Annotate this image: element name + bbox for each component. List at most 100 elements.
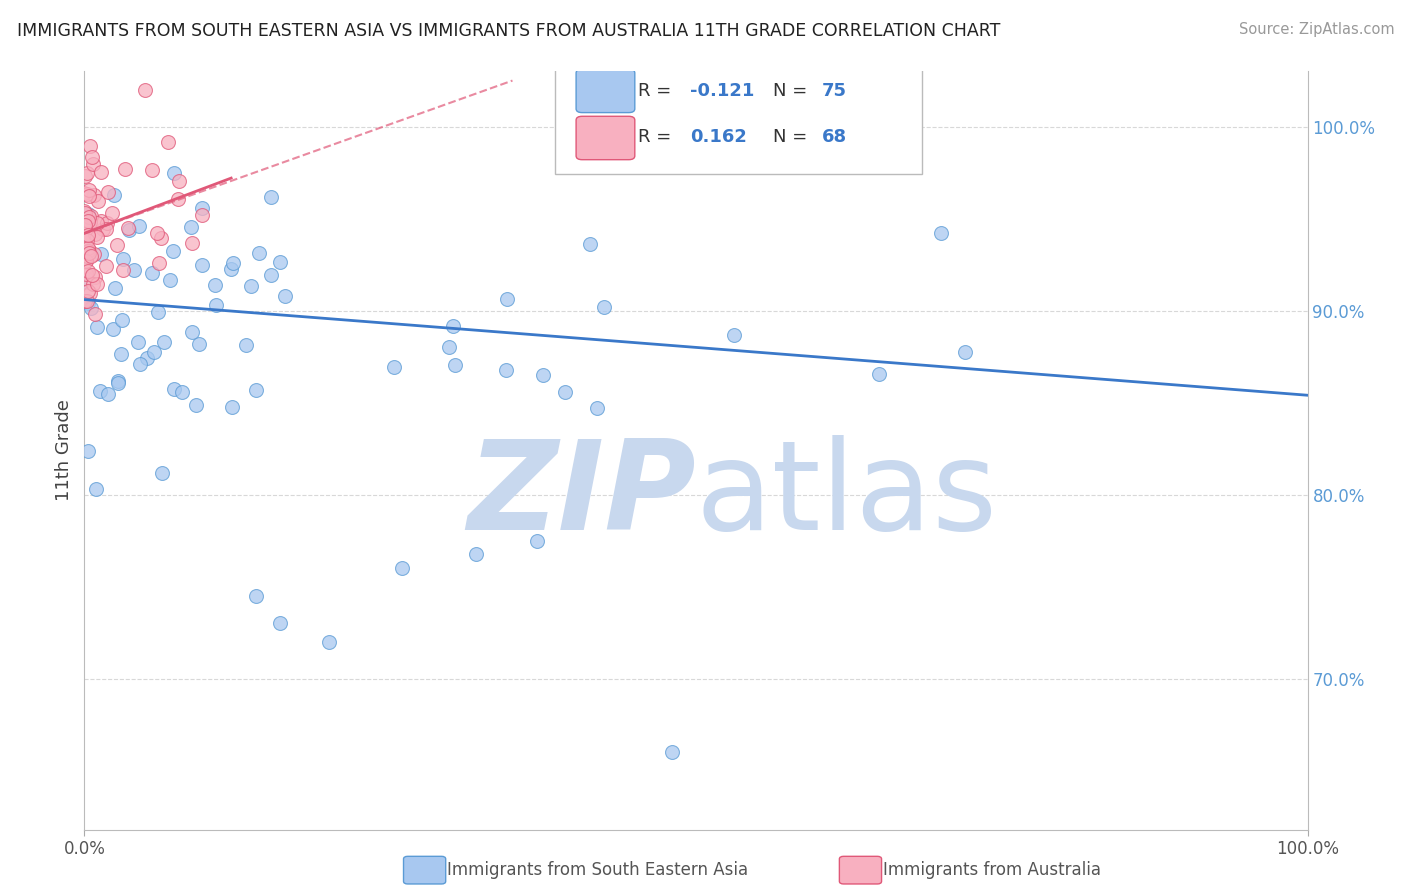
- Point: [593, 300, 616, 314]
- Point: [75, 294, 97, 309]
- Point: [80, 150, 103, 164]
- Point: [76, 166, 98, 180]
- Point: [83, 247, 105, 261]
- Point: [187, 337, 209, 351]
- Point: [162, 382, 184, 396]
- FancyBboxPatch shape: [555, 56, 922, 174]
- Point: [219, 261, 242, 276]
- Point: [75, 232, 97, 246]
- Text: 75: 75: [823, 82, 846, 100]
- Point: [89, 384, 111, 399]
- Point: [495, 362, 517, 376]
- Point: [181, 326, 204, 340]
- Point: [274, 289, 297, 303]
- Point: [162, 244, 184, 258]
- Point: [269, 616, 291, 631]
- Point: [260, 190, 283, 204]
- Point: [150, 466, 173, 480]
- Point: [79, 138, 101, 153]
- Point: [90, 165, 112, 179]
- Point: [77, 241, 100, 255]
- Point: [84, 227, 107, 241]
- Point: [84, 307, 107, 321]
- Text: Immigrants from Australia: Immigrants from Australia: [883, 861, 1101, 880]
- Point: [245, 384, 267, 398]
- Point: [73, 203, 96, 218]
- Point: [75, 253, 97, 268]
- Point: [554, 384, 576, 399]
- Point: [84, 269, 107, 284]
- Point: [526, 533, 548, 548]
- Point: [143, 344, 166, 359]
- FancyBboxPatch shape: [576, 70, 636, 112]
- Point: [90, 214, 112, 228]
- Point: [172, 385, 194, 400]
- Point: [107, 376, 129, 390]
- Point: [167, 174, 190, 188]
- Point: [101, 322, 124, 336]
- Point: [190, 202, 212, 216]
- Point: [75, 217, 97, 231]
- Point: [464, 547, 486, 561]
- Point: [148, 255, 170, 269]
- Point: [163, 165, 186, 179]
- Point: [112, 263, 135, 277]
- Point: [118, 223, 141, 237]
- Point: [496, 292, 519, 306]
- Point: [869, 368, 891, 382]
- Point: [222, 255, 245, 269]
- Point: [76, 272, 98, 286]
- Point: [191, 208, 214, 222]
- Point: [318, 635, 340, 649]
- Point: [136, 351, 159, 365]
- Point: [531, 368, 554, 382]
- Point: [661, 745, 683, 759]
- Point: [150, 230, 173, 244]
- Point: [73, 255, 96, 269]
- Point: [76, 233, 98, 247]
- Point: [79, 286, 101, 301]
- Point: [247, 245, 270, 260]
- Point: [77, 264, 100, 278]
- Point: [235, 337, 257, 351]
- Y-axis label: 11th Grade: 11th Grade: [55, 400, 73, 501]
- Point: [141, 163, 163, 178]
- Point: [245, 589, 267, 603]
- Point: [79, 215, 101, 229]
- Point: [148, 305, 170, 319]
- Point: [77, 244, 100, 258]
- Point: [239, 279, 262, 293]
- FancyBboxPatch shape: [576, 116, 636, 160]
- Point: [579, 237, 602, 252]
- Text: Source: ZipAtlas.com: Source: ZipAtlas.com: [1239, 22, 1395, 37]
- Point: [76, 187, 98, 202]
- Point: [77, 183, 100, 197]
- Point: [76, 249, 98, 263]
- Point: [75, 169, 97, 183]
- Point: [76, 293, 98, 308]
- Point: [77, 244, 100, 258]
- Point: [73, 218, 96, 232]
- Point: [122, 262, 145, 277]
- Point: [80, 210, 103, 224]
- Text: Immigrants from South Eastern Asia: Immigrants from South Eastern Asia: [447, 861, 748, 880]
- Point: [439, 340, 461, 354]
- Point: [441, 318, 464, 333]
- Point: [391, 561, 413, 575]
- Point: [84, 482, 107, 496]
- Point: [586, 401, 609, 416]
- Point: [260, 268, 283, 282]
- Point: [191, 258, 214, 272]
- Point: [76, 444, 98, 458]
- Point: [157, 136, 180, 150]
- Point: [77, 207, 100, 221]
- Point: [86, 216, 108, 230]
- Point: [159, 273, 181, 287]
- Point: [80, 301, 103, 316]
- Point: [166, 192, 188, 206]
- Point: [77, 214, 100, 228]
- Point: [184, 398, 207, 412]
- Point: [86, 277, 108, 292]
- Point: [112, 252, 135, 266]
- Point: [145, 227, 167, 241]
